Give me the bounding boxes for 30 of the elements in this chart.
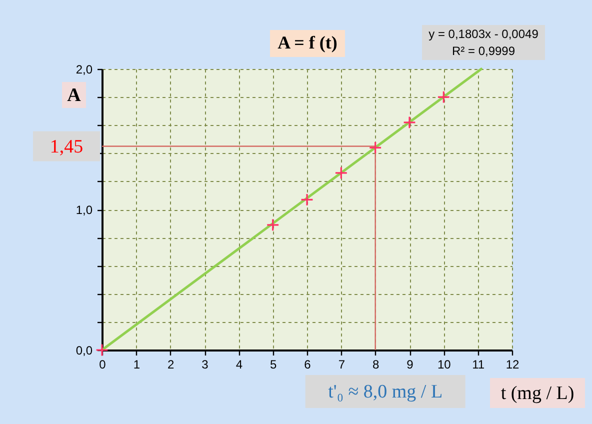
x-tick-label: 0 bbox=[99, 358, 106, 372]
y-axis-title: A bbox=[67, 85, 82, 106]
point bbox=[437, 90, 450, 104]
point bbox=[334, 166, 348, 180]
x-tick-label: 12 bbox=[506, 358, 520, 372]
x-tick-label: 10 bbox=[437, 358, 452, 372]
x-tick-label: 1 bbox=[133, 358, 140, 372]
ref-line-label: 1,45 bbox=[50, 136, 84, 158]
x-tick-label: 8 bbox=[372, 358, 380, 372]
ref-line-label: t'₀ ≈ 8,0 mg / L bbox=[328, 382, 443, 402]
x-tick-label: 11 bbox=[472, 358, 485, 372]
x-tick-label: 4 bbox=[236, 358, 243, 372]
x-tick-label: 6 bbox=[304, 358, 312, 372]
x-tick-label: 2 bbox=[167, 358, 174, 372]
chart-title: A = f (t) bbox=[278, 32, 338, 52]
point bbox=[300, 193, 314, 206]
y-tick-label: 0,0 bbox=[76, 344, 93, 358]
x-axis-title: t (mg / L) bbox=[500, 383, 574, 404]
point bbox=[368, 141, 382, 154]
y-tick-label: 2,0 bbox=[76, 62, 93, 76]
text: R² = 0,9999 bbox=[452, 44, 516, 58]
x-tick-label: 9 bbox=[406, 358, 414, 372]
text: y = 0,1803x - 0,0049 bbox=[428, 27, 539, 41]
point bbox=[96, 344, 108, 356]
x-tick-label: 5 bbox=[270, 358, 277, 372]
x-tick-label: 3 bbox=[202, 358, 209, 372]
point bbox=[403, 116, 416, 129]
point bbox=[266, 218, 280, 232]
y-tick-label: 1,0 bbox=[76, 203, 93, 217]
x-tick-label: 7 bbox=[338, 358, 346, 372]
